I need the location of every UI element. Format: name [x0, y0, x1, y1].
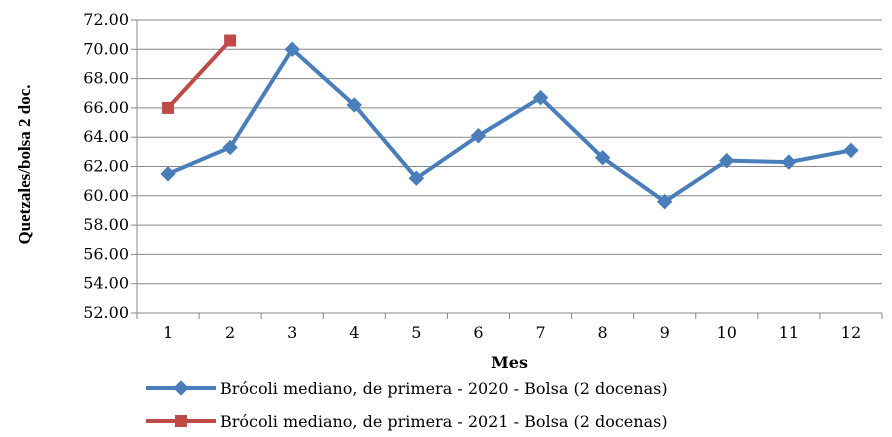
- data-point: [408, 170, 425, 186]
- series-2: [162, 34, 237, 114]
- legend-item: Brócoli mediano, de primera - 2021 - Bol…: [146, 412, 668, 431]
- y-tick-label: 68.00: [83, 69, 129, 88]
- x-axis-title: Mes: [491, 353, 528, 372]
- legend: Brócoli mediano, de primera - 2020 - Bol…: [146, 379, 668, 431]
- x-tick-label: 1: [163, 323, 173, 342]
- y-tick-label: 64.00: [83, 127, 129, 146]
- y-tick-label: 54.00: [83, 274, 129, 293]
- gridlines: [137, 19, 882, 285]
- y-tick-label: 56.00: [83, 244, 129, 263]
- series-line: [166, 39, 232, 110]
- x-tick-label: 4: [349, 323, 359, 342]
- y-tick-label: 66.00: [83, 98, 129, 117]
- axes: [131, 19, 883, 319]
- data-point: [843, 142, 859, 159]
- data-point: [657, 193, 673, 210]
- legend-swatch-marker: [173, 380, 189, 396]
- series: [160, 34, 859, 210]
- data-point: [470, 128, 487, 144]
- y-tick-label: 52.00: [83, 303, 129, 322]
- x-tick-label: 3: [287, 323, 297, 342]
- data-point: [160, 166, 176, 182]
- y-tick-label: 62.00: [83, 157, 129, 176]
- y-tick-label: 58.00: [83, 215, 129, 234]
- x-tick-label: 5: [411, 323, 421, 342]
- y-tick-label: 70.00: [83, 39, 129, 58]
- data-point: [781, 154, 797, 170]
- data-point: [346, 97, 362, 113]
- y-tick-labels: 52.00 54.00 56.00 58.00 60.00 62.00 64.00 66.00…: [83, 10, 129, 322]
- x-tick-label: 7: [535, 323, 545, 342]
- data-point: [594, 150, 611, 166]
- data-point: [162, 101, 175, 114]
- x-tick-labels: 1 2 3 4 5 6 7 8 9 10 11 12: [163, 323, 861, 342]
- x-tick-label: 8: [598, 323, 608, 342]
- legend-swatch-marker: [175, 415, 187, 427]
- series-line: [167, 47, 852, 204]
- x-tick-label: 9: [660, 323, 670, 342]
- legend-item: Brócoli mediano, de primera - 2020 - Bol…: [146, 379, 668, 398]
- x-tick-label: 10: [717, 323, 737, 342]
- x-tick-label: 6: [473, 323, 483, 342]
- x-tick-label: 11: [779, 323, 799, 342]
- data-point: [719, 152, 735, 169]
- data-point: [222, 139, 238, 156]
- y-axis-title: Quetzales/bolsa 2 doc.: [15, 84, 34, 244]
- data-point: [224, 34, 237, 47]
- series-1: [160, 41, 859, 210]
- y-tick-label: 72.00: [83, 10, 129, 29]
- x-tick-label: 12: [841, 323, 861, 342]
- legend-label: Brócoli mediano, de primera - 2020 - Bol…: [220, 379, 668, 398]
- legend-label: Brócoli mediano, de primera - 2021 - Bol…: [220, 412, 668, 431]
- x-tick-label: 2: [225, 323, 235, 342]
- data-point: [532, 89, 549, 106]
- y-tick-label: 60.00: [83, 186, 129, 205]
- data-point: [284, 41, 300, 58]
